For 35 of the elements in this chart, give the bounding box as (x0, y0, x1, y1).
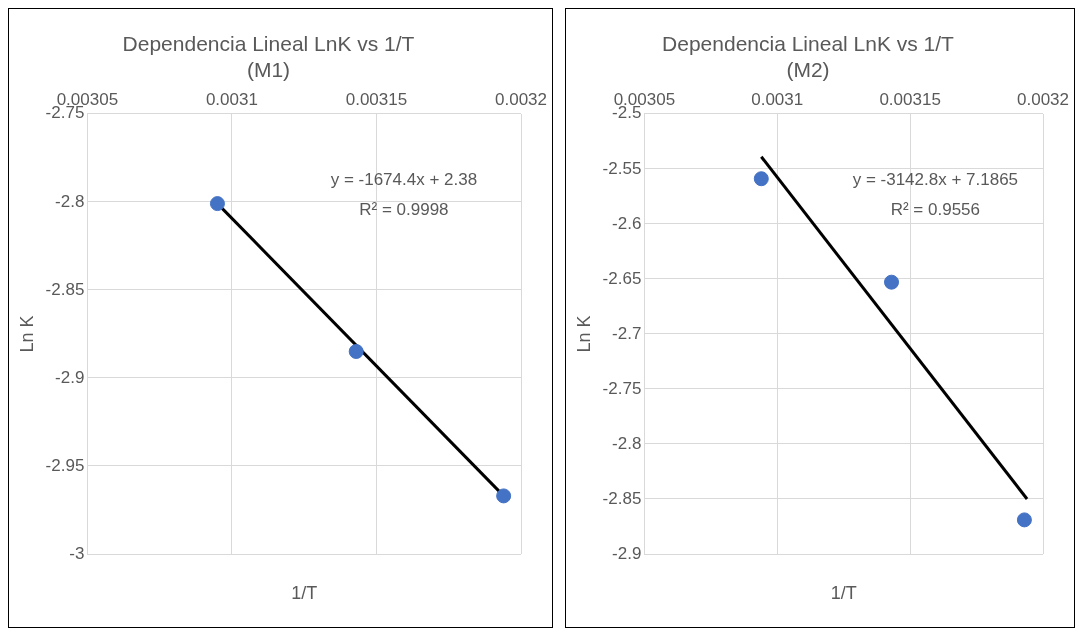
x-tick-label: 0.0031 (205, 90, 258, 110)
x-tick-label: 0.0032 (1017, 90, 1069, 110)
x-tick-label: 0.0032 (495, 90, 547, 110)
annotation: y = -3142.8x + 7.1865 (852, 169, 1019, 189)
y-tick-label: -2.8 (55, 191, 85, 211)
y-tick-label: -2.55 (602, 158, 642, 178)
point (753, 171, 769, 187)
y-tick-label: -2.8 (612, 433, 642, 453)
y-axis-title: Ln K (573, 315, 594, 353)
y-tick-label: -2.85 (45, 279, 85, 299)
y-tick-label: -2.85 (602, 488, 642, 508)
y-tick-label: -2.75 (602, 378, 642, 398)
point (496, 488, 512, 504)
x-axis-title: 1/T (291, 582, 318, 603)
point (1016, 512, 1032, 528)
chart-title: Dependencia Lineal LnK vs 1/T (M1) (122, 32, 415, 81)
y-axis-title: Ln K (16, 315, 37, 353)
x-tick-label: 0.00315 (879, 90, 941, 110)
y-tick-label: -2.95 (45, 455, 85, 475)
point (884, 274, 900, 290)
annotation: y = -1674.4x + 2.38 (330, 169, 478, 189)
x-tick-label: 0.0031 (751, 90, 804, 110)
x-axis-title: 1/T (830, 582, 857, 603)
y-tick-label: -2.9 (55, 367, 85, 387)
y-tick-label: -2.9 (612, 543, 642, 563)
point (348, 344, 364, 360)
y-tick-label: -2.7 (612, 323, 642, 343)
y-tick-label: -3 (69, 543, 85, 563)
chart-title: Dependencia Lineal LnK vs 1/T (M2) (662, 32, 955, 81)
y-tick-label: -2.65 (602, 268, 642, 288)
point (209, 196, 225, 212)
annotation: R² = 0.9998 (359, 199, 449, 219)
x-tick-label: 0.00315 (345, 90, 408, 110)
annotation: R² = 0.9556 (890, 199, 981, 219)
y-tick-label: -2.6 (612, 213, 642, 233)
